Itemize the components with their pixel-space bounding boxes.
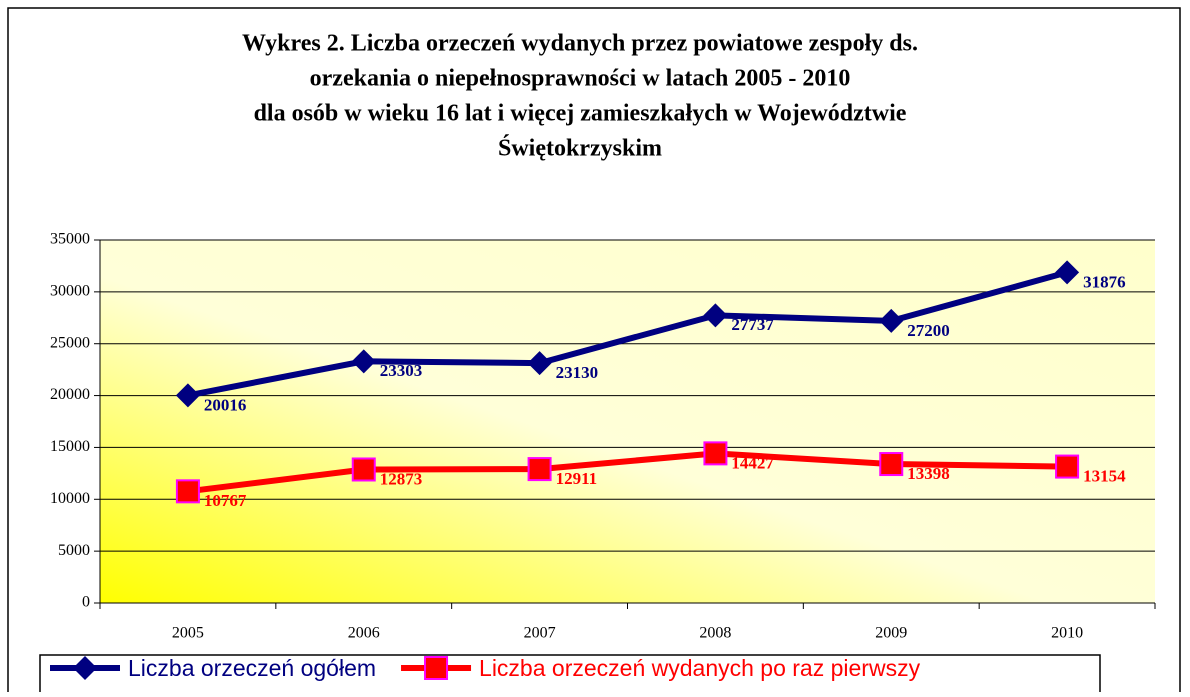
point [527,457,552,482]
y-tick-label: 35000 [50,231,90,248]
data-label: 20016 [204,395,247,414]
point [879,308,904,333]
point [879,452,904,477]
y-tick-label: 0 [82,594,90,611]
title-line: Wykres 2. Liczba orzeczeń wydanych przez… [242,31,918,57]
point [703,303,728,328]
series-line [187,450,1068,495]
point [527,351,552,376]
title-line: dla osób w wieku 16 lat i więcej zamiesz… [254,101,907,127]
legend-label: Liczba orzeczeń wydanych po raz pierwszy [479,655,921,681]
point [175,383,200,408]
y-tick-label: 15000 [50,438,90,455]
x-tick-label: 2007 [524,625,556,642]
data-label: 14427 [731,453,774,472]
point [1055,454,1080,479]
point [424,656,449,680]
data-label: 12911 [556,469,598,488]
plot-area [100,240,1155,603]
data-label: 23130 [556,363,599,382]
data-label: 31876 [1083,272,1126,291]
legend-label: Liczba orzeczeń ogółem [128,655,376,681]
x-tick-label: 2008 [699,625,731,642]
point [351,349,376,374]
data-label: 27200 [907,321,950,340]
data-label: 10767 [204,491,247,510]
data-label: 13398 [907,464,950,483]
point [175,479,200,504]
title-line: orzekania o niepełnosprawności w latach … [310,66,851,92]
data-label: 27737 [731,315,774,334]
y-tick-label: 5000 [58,542,90,559]
point [703,441,728,466]
data-label: 13154 [1083,466,1126,485]
x-tick-label: 2010 [1051,625,1083,642]
title-line: Świętokrzyskim [498,135,662,162]
point [73,656,97,680]
y-tick-label: 30000 [50,283,90,300]
x-tick-label: 2005 [172,625,204,642]
x-tick-label: 2006 [348,625,380,642]
x-tick-label: 2009 [875,625,907,642]
point [351,457,376,482]
point [1055,260,1080,285]
data-label: 12873 [380,469,423,488]
y-tick-label: 10000 [50,490,90,507]
y-tick-label: 20000 [50,386,90,403]
chart-title: Wykres 2. Liczba orzeczeń wydanych przez… [242,31,918,162]
data-label: 23303 [380,361,423,380]
y-tick-label: 25000 [50,334,90,351]
series-line [187,269,1068,399]
